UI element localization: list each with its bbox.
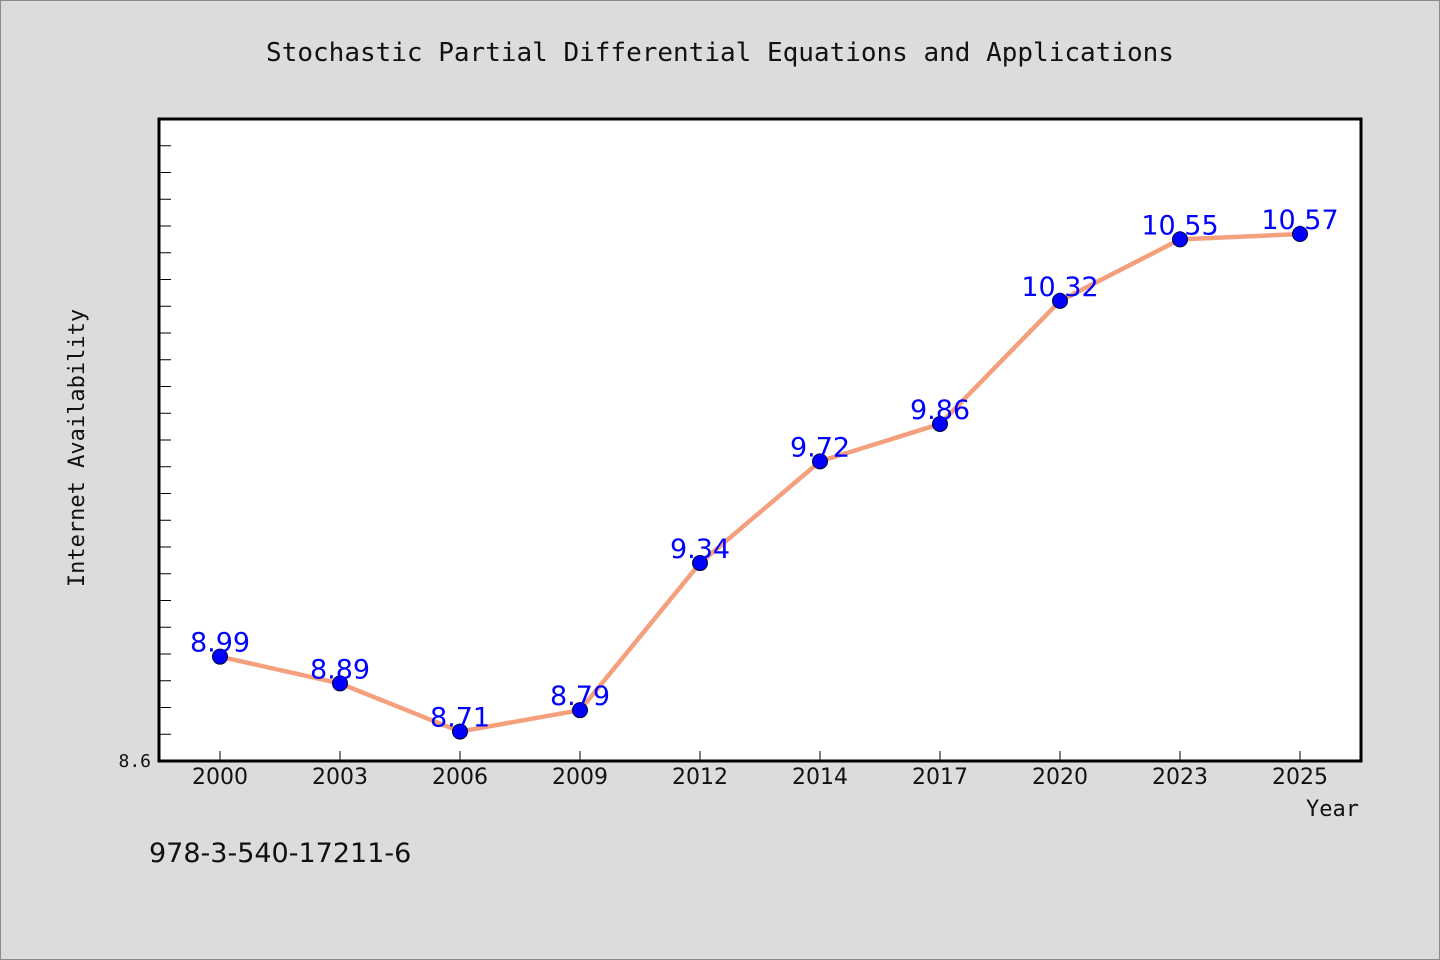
- data-point: [1172, 231, 1188, 248]
- x-tick-label: 2025: [1272, 765, 1328, 790]
- data-point: [932, 415, 948, 432]
- x-tick-label: 2000: [192, 765, 248, 790]
- series-line-group: [217, 231, 1303, 734]
- data-label: 10.32: [1021, 272, 1098, 303]
- x-axis-label: Year: [1306, 797, 1359, 822]
- data-label: 9.72: [790, 432, 850, 463]
- x-tick-labels: 2000 2003 2006 2009 2012 2014 2017 2020 2023 2025: [192, 765, 1328, 790]
- data-point: [332, 675, 348, 692]
- x-tick-label: 2020: [1032, 765, 1088, 790]
- data-point: [692, 555, 708, 572]
- series-line: [217, 231, 1303, 734]
- y-axis-ticks: [159, 145, 171, 735]
- x-tick-label: 2017: [912, 765, 968, 790]
- data-point: [452, 723, 468, 740]
- data-label: 8.79: [550, 681, 610, 712]
- x-tick-label: 2012: [672, 765, 728, 790]
- data-labels: 8.99 8.89 8.71 8.79 9.34 9.72 9.86 10.32 10.55 10…: [190, 205, 1339, 734]
- chart-title: Stochastic Partial Differential Equation…: [266, 38, 1174, 68]
- data-label: 10.55: [1141, 210, 1218, 241]
- x-tick-label: 2014: [792, 765, 848, 790]
- x-tick-label: 2006: [432, 765, 488, 790]
- data-label: 10.57: [1261, 205, 1338, 236]
- x-tick-label: 2003: [312, 765, 368, 790]
- x-tick-label: 2009: [552, 765, 608, 790]
- data-label: 9.86: [910, 395, 970, 426]
- data-point: [1052, 292, 1068, 309]
- data-point: [1292, 226, 1308, 243]
- series-markers: [212, 226, 1308, 740]
- data-label: 8.89: [310, 654, 370, 685]
- data-point: [572, 702, 588, 719]
- data-label: 8.99: [190, 628, 250, 659]
- y-tick-label: 8.6: [118, 751, 151, 772]
- y-tick-labels: 8.6: [118, 751, 151, 772]
- isbn-annotation: 978-3-540-17211-6: [149, 838, 411, 869]
- data-label: 8.71: [430, 703, 490, 734]
- data-point: [212, 648, 228, 665]
- plot-area: [157, 117, 1363, 763]
- x-axis-ticks: [219, 751, 1301, 761]
- y-axis-label: Internet Availability: [65, 309, 90, 587]
- data-point: [812, 453, 828, 470]
- data-label: 9.34: [670, 534, 730, 565]
- x-tick-label: 2023: [1152, 765, 1208, 790]
